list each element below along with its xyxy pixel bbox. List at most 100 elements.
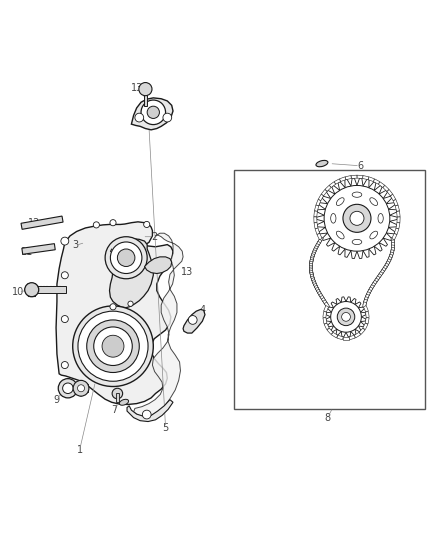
Polygon shape <box>354 332 360 338</box>
Polygon shape <box>345 175 351 180</box>
Polygon shape <box>365 292 370 298</box>
Circle shape <box>61 316 68 322</box>
Polygon shape <box>316 199 321 206</box>
Polygon shape <box>343 337 349 340</box>
Polygon shape <box>318 237 323 243</box>
Polygon shape <box>363 299 367 305</box>
Circle shape <box>144 221 150 228</box>
Ellipse shape <box>370 198 378 206</box>
Polygon shape <box>319 293 324 300</box>
Circle shape <box>61 361 68 368</box>
Polygon shape <box>397 217 400 223</box>
Polygon shape <box>314 284 318 290</box>
Polygon shape <box>316 239 322 246</box>
Polygon shape <box>110 238 153 308</box>
Text: 4: 4 <box>199 305 205 316</box>
Polygon shape <box>145 257 172 273</box>
Polygon shape <box>314 285 320 292</box>
Polygon shape <box>310 254 314 260</box>
Circle shape <box>141 100 166 125</box>
Circle shape <box>78 311 148 381</box>
Polygon shape <box>349 335 355 340</box>
Polygon shape <box>134 233 183 418</box>
Polygon shape <box>311 249 316 256</box>
Ellipse shape <box>316 160 328 167</box>
Text: 13: 13 <box>181 266 194 277</box>
Polygon shape <box>324 302 330 309</box>
Polygon shape <box>392 240 395 246</box>
Polygon shape <box>382 265 387 271</box>
Circle shape <box>78 385 85 392</box>
Polygon shape <box>314 222 318 229</box>
Polygon shape <box>315 287 321 294</box>
Polygon shape <box>324 323 329 329</box>
Polygon shape <box>310 256 314 262</box>
Ellipse shape <box>331 214 336 223</box>
Polygon shape <box>380 268 386 273</box>
Polygon shape <box>310 263 313 269</box>
Polygon shape <box>310 269 313 274</box>
Polygon shape <box>365 318 369 324</box>
Polygon shape <box>327 328 333 334</box>
Circle shape <box>117 249 135 266</box>
Polygon shape <box>315 241 321 248</box>
Circle shape <box>139 83 152 96</box>
Ellipse shape <box>119 399 129 405</box>
Text: 7: 7 <box>112 405 118 415</box>
Polygon shape <box>312 279 317 286</box>
Ellipse shape <box>336 198 344 206</box>
Circle shape <box>102 335 124 357</box>
Polygon shape <box>309 265 313 271</box>
Text: 9: 9 <box>53 394 59 405</box>
Text: 11: 11 <box>21 247 33 257</box>
Circle shape <box>324 185 390 251</box>
Polygon shape <box>357 175 363 179</box>
Polygon shape <box>393 199 398 206</box>
Circle shape <box>58 378 78 398</box>
Polygon shape <box>309 262 313 268</box>
Circle shape <box>87 320 139 373</box>
Polygon shape <box>310 260 313 265</box>
Circle shape <box>135 113 144 122</box>
Circle shape <box>73 306 153 386</box>
Polygon shape <box>323 318 327 324</box>
Polygon shape <box>326 297 366 337</box>
Polygon shape <box>363 175 369 180</box>
Polygon shape <box>396 211 400 217</box>
Polygon shape <box>370 282 376 289</box>
Circle shape <box>112 388 123 399</box>
Circle shape <box>188 316 197 324</box>
Polygon shape <box>387 256 392 263</box>
Polygon shape <box>332 332 338 338</box>
Polygon shape <box>373 179 380 184</box>
Circle shape <box>337 308 355 326</box>
Polygon shape <box>391 245 395 251</box>
Polygon shape <box>310 272 314 278</box>
Bar <box>36 286 66 293</box>
Circle shape <box>61 237 69 245</box>
Ellipse shape <box>378 214 383 223</box>
Polygon shape <box>311 276 315 282</box>
Circle shape <box>61 272 68 279</box>
Bar <box>144 93 147 106</box>
Polygon shape <box>363 323 368 329</box>
Circle shape <box>25 282 39 297</box>
Text: 6: 6 <box>357 161 363 171</box>
Text: 1: 1 <box>77 445 83 455</box>
Polygon shape <box>324 305 328 312</box>
Polygon shape <box>309 267 313 273</box>
Polygon shape <box>334 179 341 184</box>
Polygon shape <box>351 175 357 179</box>
Polygon shape <box>317 178 397 259</box>
Polygon shape <box>314 205 319 212</box>
Text: 3: 3 <box>72 240 78 251</box>
Polygon shape <box>314 217 317 223</box>
Polygon shape <box>386 259 391 265</box>
Polygon shape <box>315 228 320 235</box>
Circle shape <box>343 204 371 232</box>
Polygon shape <box>389 252 394 259</box>
Circle shape <box>342 312 350 321</box>
Polygon shape <box>312 248 317 254</box>
Polygon shape <box>310 270 314 277</box>
Circle shape <box>94 327 132 366</box>
